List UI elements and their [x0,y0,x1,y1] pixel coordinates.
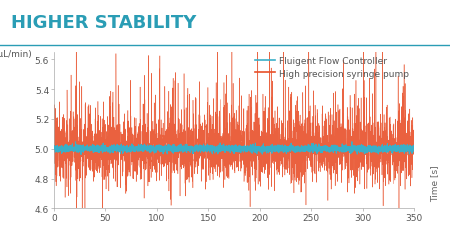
Text: HIGHER STABILITY: HIGHER STABILITY [11,14,197,31]
Y-axis label: Flow rate (μL/min): Flow rate (μL/min) [0,49,32,59]
Legend: Fluigent Flow Controller, High precision syringe pump: Fluigent Flow Controller, High precision… [255,57,410,78]
Text: Time [s]: Time [s] [430,165,439,202]
